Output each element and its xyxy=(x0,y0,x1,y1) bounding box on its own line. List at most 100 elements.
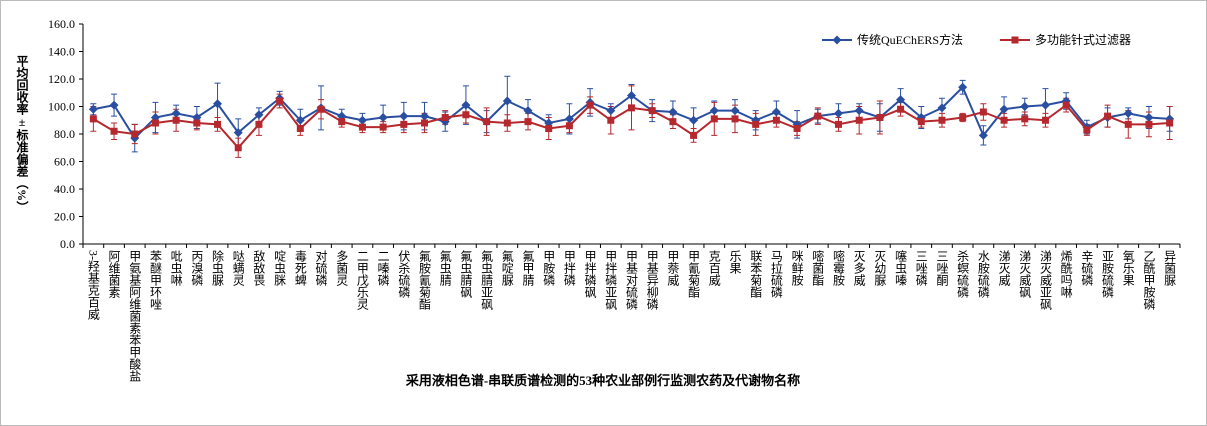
y-tick-label: 140.0 xyxy=(48,45,75,59)
marker xyxy=(938,116,946,124)
x-tick-label: 灭多威 xyxy=(852,250,866,287)
x-tick-label: 甲胺磷 xyxy=(542,250,556,287)
marker xyxy=(295,115,305,125)
marker xyxy=(1021,115,1029,123)
marker xyxy=(730,106,740,116)
y-tick-label: 120.0 xyxy=(48,72,75,86)
x-tick-label: 三唑酮 xyxy=(935,250,949,287)
x-tick-label: 二嗪磷 xyxy=(376,250,390,287)
x-tick-label: 甲基对硫磷 xyxy=(625,250,639,311)
x-tick-label: 咪鲜胺 xyxy=(790,250,804,286)
marker xyxy=(400,120,408,128)
x-tick-label: 敌敌畏 xyxy=(252,249,266,286)
marker xyxy=(772,116,780,124)
marker xyxy=(1144,113,1154,122)
marker xyxy=(648,107,656,115)
x-tick-label: 对硫磷 xyxy=(314,250,328,287)
x-tick-label: 嘧菌酯 xyxy=(811,250,825,286)
marker xyxy=(338,118,346,126)
x-tick-label: 杀螟硫磷 xyxy=(956,249,970,299)
marker xyxy=(421,119,429,127)
x-tick-label: 乙酰甲胺磷 xyxy=(1142,250,1156,311)
y-tick-label: 160.0 xyxy=(48,17,75,31)
marker xyxy=(855,116,863,124)
marker xyxy=(503,119,511,127)
x-axis-title: 采用液相色谱-串联质谱检测的53种农业部例行监测农药及代谢物名称 xyxy=(405,373,800,388)
x-tick-label: 氟虫腈砜 xyxy=(459,250,473,299)
marker xyxy=(959,114,967,121)
x-tick-label: 伏杀硫磷 xyxy=(397,250,411,299)
marker xyxy=(1000,116,1008,124)
x-tick-label: 3-羟基克百威 xyxy=(86,250,100,321)
marker xyxy=(441,114,449,121)
marker xyxy=(564,114,574,124)
marker xyxy=(461,100,471,110)
x-tick-label: 氟甲腈 xyxy=(521,250,535,286)
x-tick-label: 三唑磷 xyxy=(914,250,928,287)
marker xyxy=(1124,120,1132,128)
marker xyxy=(669,118,677,126)
marker xyxy=(1040,100,1050,110)
marker xyxy=(276,97,284,105)
marker xyxy=(937,103,947,113)
y-tick-label: 100.0 xyxy=(48,100,75,114)
y-tick-label: 0.0 xyxy=(60,237,75,251)
x-tick-label: 涕灭威砜 xyxy=(1018,250,1032,299)
marker xyxy=(1123,108,1133,118)
y-tick-label: 40.0 xyxy=(54,182,75,196)
marker xyxy=(110,127,118,135)
marker xyxy=(357,115,367,125)
marker xyxy=(233,128,243,138)
x-tick-label: 氧乐果 xyxy=(1121,250,1135,286)
marker xyxy=(1062,101,1070,109)
marker xyxy=(131,130,139,138)
marker xyxy=(462,111,470,119)
marker xyxy=(668,107,678,117)
marker xyxy=(1104,112,1112,120)
x-tick-label: 氟啶脲 xyxy=(500,250,514,287)
marker xyxy=(709,106,719,116)
marker xyxy=(296,125,304,132)
marker xyxy=(317,105,325,113)
marker xyxy=(524,118,532,126)
y-tick-label: 80.0 xyxy=(54,127,75,141)
x-tick-label: 甲基异柳磷 xyxy=(645,250,659,311)
x-tick-label: 苯醚甲环唑 xyxy=(148,250,162,310)
marker xyxy=(978,130,988,140)
x-tick-label: 亚胺硫磷 xyxy=(1101,250,1115,299)
marker xyxy=(193,119,201,127)
marker xyxy=(979,108,987,116)
marker xyxy=(1020,102,1030,111)
marker xyxy=(88,104,98,114)
marker xyxy=(833,108,843,118)
x-tick-label: 涕灭威 xyxy=(997,250,1011,287)
x-tick-label: 丙溴磷 xyxy=(190,250,204,287)
x-tick-label: 甲氨基阿维菌素苯甲酸盐 xyxy=(128,250,142,382)
marker xyxy=(379,123,387,131)
x-tick-label: 哒螨灵 xyxy=(231,250,245,287)
legend-label: 传统QuEChERS方法 xyxy=(857,32,963,47)
marker xyxy=(358,123,366,131)
x-tick-label: 乐果 xyxy=(728,250,742,274)
x-tick-label: 灭幼脲 xyxy=(873,250,887,287)
marker xyxy=(586,101,594,109)
marker xyxy=(378,113,388,122)
x-tick-label: 氟虫腈 xyxy=(438,250,452,286)
marker xyxy=(255,120,263,128)
x-tick-label: 异菌脲 xyxy=(1163,250,1177,287)
legend-marker xyxy=(1011,36,1019,44)
x-tick-label: 二甲戊乐灵 xyxy=(355,250,369,311)
marker xyxy=(876,114,884,121)
marker xyxy=(627,91,636,100)
marker xyxy=(731,115,739,123)
marker xyxy=(1166,119,1174,127)
x-tick-label: 克百威 xyxy=(707,250,721,287)
marker xyxy=(607,116,615,124)
marker xyxy=(897,105,905,113)
marker xyxy=(606,106,616,116)
marker xyxy=(399,111,409,121)
marker xyxy=(771,107,781,117)
marker xyxy=(917,118,925,126)
